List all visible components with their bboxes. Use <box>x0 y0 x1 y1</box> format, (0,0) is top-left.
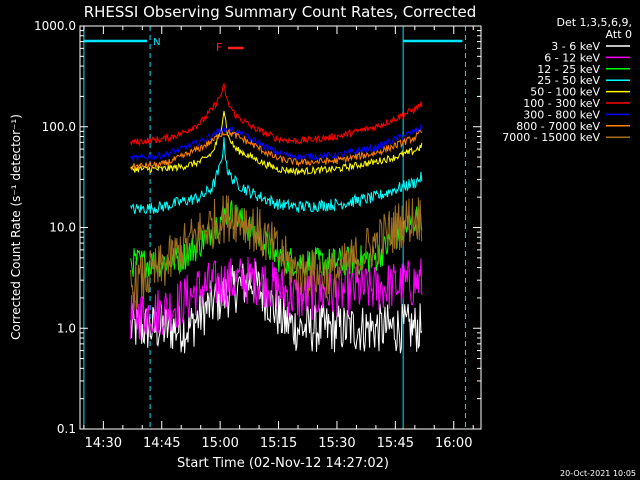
axes: 0.1 1.0 10.0 100.0 1000.0 14:30 14:45 15:00 15:1… <box>34 19 482 451</box>
legend-label-0: 3 - 6 keV <box>551 40 600 53</box>
series-line-1 <box>130 256 423 341</box>
legend-label-3: 25 - 50 keV <box>537 74 600 87</box>
x-tick-label-0: 14:30 <box>85 436 122 451</box>
series-group <box>130 82 423 354</box>
flare-label: F <box>216 41 222 54</box>
series-line-6 <box>130 124 423 162</box>
y-tick-label-3: 100.0 <box>42 120 76 134</box>
y-axis-label: Corrected Count Rate (s⁻¹ detector⁻¹) <box>9 114 23 340</box>
x-tick-label-6: 16:00 <box>435 436 472 451</box>
legend-label-1: 6 - 12 keV <box>544 51 600 64</box>
legend-header-line-1: Det 1,3,5,6,9, <box>556 16 632 29</box>
legend-header-line-2: Att 0 <box>606 28 632 41</box>
y-tick-label-4: 1000.0 <box>34 19 76 33</box>
legend-label-2: 12 - 25 keV <box>537 63 600 76</box>
legend-label-5: 100 - 300 keV <box>523 97 600 110</box>
y-tick-label-1: 1.0 <box>57 321 76 335</box>
series-line-8 <box>130 195 423 311</box>
legend-label-6: 300 - 800 keV <box>523 108 600 121</box>
x-tick-label-2: 15:00 <box>201 436 238 451</box>
night-label: N <box>153 37 160 48</box>
x-tick-label-5: 15:45 <box>377 436 414 451</box>
chart-title: RHESSI Observing Summary Count Rates, Co… <box>84 3 477 21</box>
footer-date: 20-Oct-2021 10:05 <box>560 469 636 478</box>
legend-label-4: 50 - 100 keV <box>530 86 600 99</box>
series-line-5 <box>130 82 423 147</box>
x-tick-label-4: 15:30 <box>318 436 355 451</box>
x-axis-label: Start Time (02-Nov-12 14:27:02) <box>177 456 389 471</box>
series-line-4 <box>130 110 423 177</box>
series-line-3 <box>130 137 423 215</box>
x-tick-label-1: 14:45 <box>143 436 180 451</box>
series-line-7 <box>130 128 423 171</box>
y-tick-label-0: 0.1 <box>57 422 76 436</box>
legend-label-7: 800 - 7000 keV <box>516 120 600 133</box>
y-tick-label-2: 10.0 <box>49 221 76 235</box>
x-tick-label-3: 15:15 <box>260 436 297 451</box>
legend-label-8: 7000 - 15000 keV <box>502 131 600 144</box>
